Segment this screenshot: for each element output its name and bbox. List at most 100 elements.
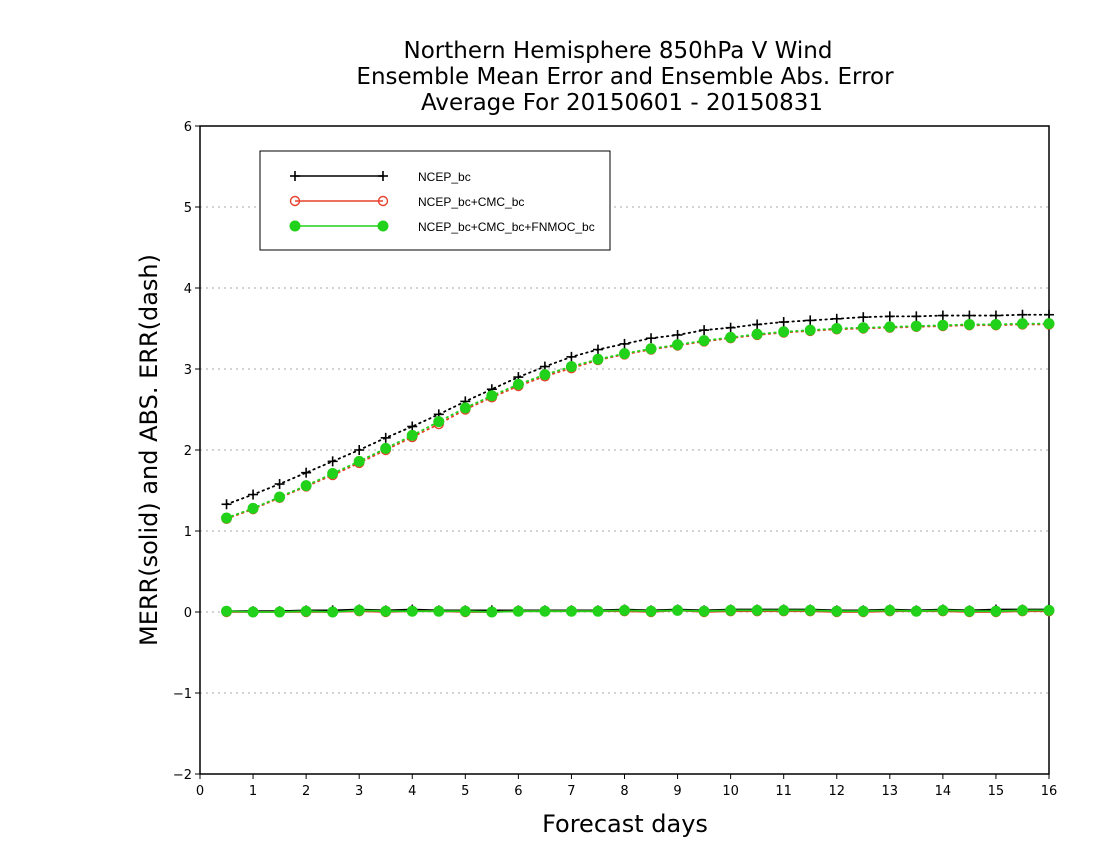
abs-err-point xyxy=(353,455,365,467)
abs-err-point xyxy=(645,343,657,355)
merr-point xyxy=(565,605,577,617)
legend-marker xyxy=(378,171,388,181)
abs-err-point xyxy=(1044,309,1054,320)
merr-point xyxy=(459,605,471,617)
merr-point xyxy=(963,605,975,617)
series-NCEP_bc xyxy=(221,309,1054,617)
x-tick-label: 14 xyxy=(935,784,952,799)
abs-err-point xyxy=(619,348,630,360)
abs-err-point xyxy=(301,467,312,478)
chart-title: Northern Hemisphere 850hPa V Wind Ensemb… xyxy=(356,38,894,116)
abs-err-point xyxy=(725,331,737,343)
abs-err-point xyxy=(274,491,286,503)
abs-err-point xyxy=(327,456,338,467)
abs-err-point xyxy=(221,499,232,510)
legend-marker xyxy=(377,195,389,207)
x-tick-label: 2 xyxy=(302,784,310,799)
x-tick-label: 13 xyxy=(882,784,899,799)
y-tick-label: 3 xyxy=(184,363,192,378)
merr-point xyxy=(1016,604,1028,616)
merr-point xyxy=(672,604,684,616)
abs-err-point xyxy=(1017,309,1028,320)
abs-err-point xyxy=(858,312,869,323)
legend-item: NCEP_bc xyxy=(290,170,471,184)
x-axis-label: Forecast days xyxy=(542,810,708,838)
series-NCEP_bc+CMC_bc+FNMOC_bc xyxy=(221,318,1055,618)
abs-err-point xyxy=(380,442,392,454)
abs-err-point xyxy=(884,321,896,333)
abs-err-point xyxy=(486,390,498,402)
abs-err-point xyxy=(327,467,339,479)
series-NCEP_bc+CMC_bc xyxy=(221,319,1055,618)
abs-err-point xyxy=(248,489,259,500)
merr-point xyxy=(884,604,896,616)
merr-point xyxy=(698,605,710,617)
abs-err-point xyxy=(1043,318,1055,330)
y-tick-label: −1 xyxy=(173,687,192,702)
abs-err-point xyxy=(751,328,763,340)
abs-err-point xyxy=(592,344,603,355)
abs-err-point xyxy=(459,402,471,414)
abs-err-point xyxy=(804,324,816,336)
abs-err-point xyxy=(247,502,259,514)
abs-err-point xyxy=(831,323,843,334)
x-tick-label: 1 xyxy=(249,784,257,799)
abs-err-point xyxy=(778,326,790,338)
abs-err-point xyxy=(566,351,577,362)
abs-err-point xyxy=(646,333,657,344)
abs-err-point xyxy=(805,315,816,326)
legend-item: NCEP_bc+CMC_bc xyxy=(289,195,524,209)
abs-err-point xyxy=(778,317,789,328)
merr-point xyxy=(645,605,657,617)
abs-err-point xyxy=(990,310,1001,321)
x-tick-label: 12 xyxy=(828,784,845,799)
abs-err-line xyxy=(225,313,1050,506)
legend-label: NCEP_bc xyxy=(418,170,471,184)
merr-point xyxy=(1043,604,1055,616)
y-tick-label: −2 xyxy=(173,768,192,783)
merr-point xyxy=(433,605,445,617)
abs-err-point xyxy=(725,322,736,333)
merr-point xyxy=(274,606,286,618)
abs-err-point xyxy=(911,311,922,322)
abs-err-point xyxy=(354,445,365,455)
merr-point xyxy=(592,605,604,617)
abs-err-point xyxy=(1016,318,1028,330)
abs-err-point xyxy=(698,335,710,347)
merr-point xyxy=(804,604,816,616)
abs-err-point xyxy=(752,319,763,330)
merr-point xyxy=(300,605,312,617)
abs-err-point xyxy=(619,338,630,349)
abs-err-point xyxy=(592,353,604,365)
x-tick-label: 9 xyxy=(673,784,681,799)
legend: NCEP_bc NCEP_bc+CMC_bc NCEP_bc+CMC_bc+FNMO… xyxy=(259,150,611,251)
merr-point xyxy=(539,605,551,617)
abs-err-point xyxy=(990,318,1002,330)
merr-point xyxy=(778,604,790,616)
abs-err-point xyxy=(831,313,842,324)
merr-point xyxy=(380,605,392,617)
y-tick-label: 1 xyxy=(184,525,192,540)
merr-point xyxy=(221,605,233,617)
grid-lines xyxy=(200,206,1049,694)
abs-err-point xyxy=(380,432,391,443)
abs-err-point xyxy=(963,318,975,330)
abs-err-point xyxy=(699,325,710,336)
y-tick-label: 6 xyxy=(184,120,192,135)
legend-item: NCEP_bc+CMC_bc+FNMOC_bc xyxy=(289,220,595,234)
legend-label: NCEP_bc+CMC_bc+FNMOC_bc xyxy=(418,220,595,234)
title-line-2: Ensemble Mean Error and Ensemble Abs. Er… xyxy=(356,64,894,90)
x-tick-label: 11 xyxy=(775,784,792,799)
series-lines xyxy=(221,309,1055,618)
abs-err-point xyxy=(407,421,418,432)
merr-point xyxy=(406,605,418,617)
title-line-3: Average For 20150601 - 20150831 xyxy=(421,90,823,116)
x-tick-label: 15 xyxy=(988,784,1005,799)
abs-err-point xyxy=(937,319,949,331)
y-tick-label: 2 xyxy=(184,444,192,459)
abs-err-point xyxy=(565,361,577,373)
merr-point xyxy=(990,605,1002,617)
abs-err-point xyxy=(221,512,233,524)
